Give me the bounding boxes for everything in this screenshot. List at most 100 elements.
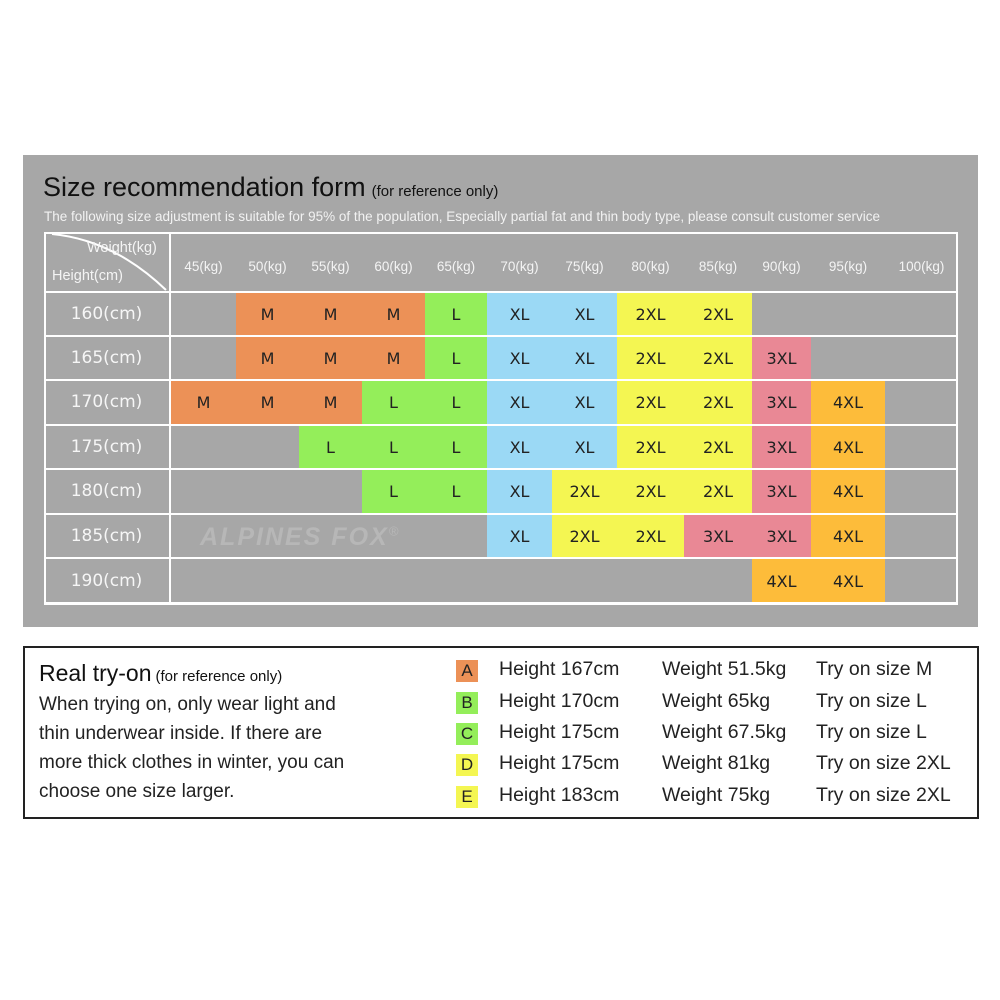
weight-column-label: 70(kg) [500,259,539,274]
size-cell: 4XL [752,559,811,603]
size-cell: L [425,293,487,335]
table-row-divider [44,291,958,293]
try-on-weight: Weight 67.5kg [662,721,787,743]
size-chart-title: Size recommendation form (for reference o… [43,172,499,202]
height-header: Height(cm) [52,268,123,284]
height-row-label: 165(cm) [70,348,143,368]
size-cell: M [236,337,299,379]
table-row-divider [44,557,958,559]
size-cell: 2XL [684,381,752,424]
size-cell: 2XL [684,426,752,468]
try-on-height: Height 167cm [499,658,620,680]
size-cell: M [299,381,362,424]
try-on-letter-badge: A [456,660,478,682]
try-on-size: Try on size 2XL [816,752,951,774]
header-diagonal-line [51,233,167,291]
size-cell: XL [487,426,552,468]
table-row-divider [44,379,958,381]
size-cell: 3XL [684,515,752,557]
size-cell: XL [487,293,552,335]
try-on-height: Height 175cm [499,752,620,774]
size-cell: XL [552,381,617,424]
size-cell: 3XL [752,381,811,424]
try-on-weight: Weight 51.5kg [662,658,787,680]
size-cell: 2XL [684,337,752,379]
try-on-box [23,646,979,819]
size-cell: 2XL [617,337,684,379]
size-cell: M [236,293,299,335]
size-cell: L [425,337,487,379]
size-cell: L [362,470,425,513]
weight-column-label: 80(kg) [631,259,670,274]
try-on-letter-badge: E [456,786,478,808]
try-on-letter-badge: B [456,692,478,714]
size-cell: M [362,293,425,335]
try-on-title-note: (for reference only) [155,668,283,685]
size-cell: XL [487,337,552,379]
try-on-letter-badge: C [456,723,478,745]
size-cell: 2XL [617,515,684,557]
size-cell: XL [487,470,552,513]
height-row-label: 185(cm) [70,526,143,546]
brand-watermark: ALPINES FOX® [200,523,401,551]
size-cell: 3XL [752,515,811,557]
try-on-size: Try on size L [816,721,927,743]
table-row-divider [44,513,958,515]
height-row-label: 180(cm) [70,481,143,501]
try-on-size: Try on size L [816,690,927,712]
size-cell: M [171,381,236,424]
registered-mark: ® [388,523,401,539]
try-on-text-line: more thick clothes in winter, you can [39,752,345,773]
height-row-label: 170(cm) [70,392,143,412]
size-cell: 2XL [617,426,684,468]
size-cell: 3XL [752,470,811,513]
weight-column-label: 90(kg) [762,259,801,274]
size-cell: XL [552,337,617,379]
size-cell: M [299,293,362,335]
weight-header: Weight(kg) [87,240,157,256]
size-cell: 3XL [752,337,811,379]
weight-column-label: 85(kg) [698,259,738,274]
size-cell: 4XL [811,470,885,513]
size-cell: M [362,337,425,379]
try-on-height: Height 175cm [499,721,620,743]
try-on-size: Try on size 2XL [816,784,951,806]
size-cell: XL [487,381,552,424]
height-row-label: 175(cm) [70,437,143,457]
weight-column-label: 60(kg) [374,259,413,274]
try-on-text-line: choose one size larger. [39,781,235,802]
size-cell: 2XL [617,293,684,335]
try-on-weight: Weight 81kg [662,752,771,774]
size-cell: 2XL [617,381,684,424]
weight-column-label: 65(kg) [436,259,476,274]
size-cell: 4XL [811,381,885,424]
try-on-weight: Weight 75kg [662,784,771,806]
try-on-letter-badge: D [456,754,478,776]
size-cell: L [362,426,425,468]
size-cell: 4XL [811,426,885,468]
size-cell: 2XL [552,515,617,557]
size-table-divider [169,232,171,604]
try-on-text-line: thin underwear inside. If there are [39,723,323,744]
try-on-size: Try on size M [816,658,933,680]
size-cell: 3XL [752,426,811,468]
size-cell: L [425,426,487,468]
height-row-label: 160(cm) [70,304,143,324]
size-cell: 4XL [811,559,885,603]
size-cell: 2XL [552,470,617,513]
try-on-height: Height 170cm [499,690,620,712]
table-row-divider [44,424,958,426]
size-cell: 2XL [617,470,684,513]
size-chart-title-note: (for reference only) [371,183,499,200]
size-table-border [44,232,958,604]
size-cell: XL [487,515,552,557]
weight-column-label: 55(kg) [311,259,350,274]
size-cell: 2XL [684,470,752,513]
size-cell: XL [552,426,617,468]
weight-column-label: 45(kg) [184,259,223,274]
size-cell: L [299,426,362,468]
try-on-height: Height 183cm [499,784,620,806]
height-row-label: 190(cm) [70,571,143,591]
weight-column-label: 50(kg) [248,259,287,274]
size-cell: M [236,381,299,424]
